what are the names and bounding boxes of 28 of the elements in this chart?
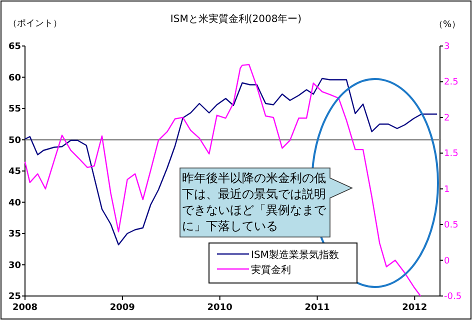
y-tick-label: 60: [8, 73, 21, 84]
x-tick-label: 2011: [304, 303, 330, 313]
y-tick-label: 50: [8, 136, 21, 146]
y2-tick-label: 2: [444, 113, 450, 124]
y-tick-label: 30: [8, 260, 21, 271]
annotation: 昨年後半以降の米金利の低下は、最近の景気では説明できないほど「異例なまでに」下落している: [181, 170, 328, 235]
y2-tick-label: 1: [444, 184, 450, 195]
x-tick-label: 2012: [402, 303, 428, 313]
y-axis-title: （ポイント）: [8, 19, 62, 29]
y2-axis-title: （%）: [434, 20, 461, 30]
y2-tick-label: 0.5: [444, 220, 458, 231]
y-tick-label: 45: [8, 167, 21, 177]
y2-tick-label: 3: [444, 42, 450, 52]
y-tick-label: 65: [8, 42, 21, 52]
y2-tick-label: -0.5: [444, 292, 462, 302]
chart-title: ISMと米実質金利(2008年ー): [170, 13, 302, 25]
y-tick-label: 25: [8, 292, 21, 302]
y-tick-label: 35: [8, 230, 21, 240]
x-tick-label: 2010: [207, 303, 232, 313]
x-tick-label: 2008: [12, 303, 38, 313]
y2-tick-label: 0: [444, 256, 450, 266]
y-tick-label: 40: [8, 198, 21, 208]
legend-label: 実質金利: [251, 264, 291, 276]
legend-label: ISM製造業景気指数: [251, 249, 339, 261]
y-tick-label: 55: [8, 104, 21, 114]
y2-tick-label: 1.5: [444, 149, 458, 160]
x-tick-label: 2009: [110, 303, 135, 313]
y2-tick-label: 2.5: [444, 78, 458, 88]
